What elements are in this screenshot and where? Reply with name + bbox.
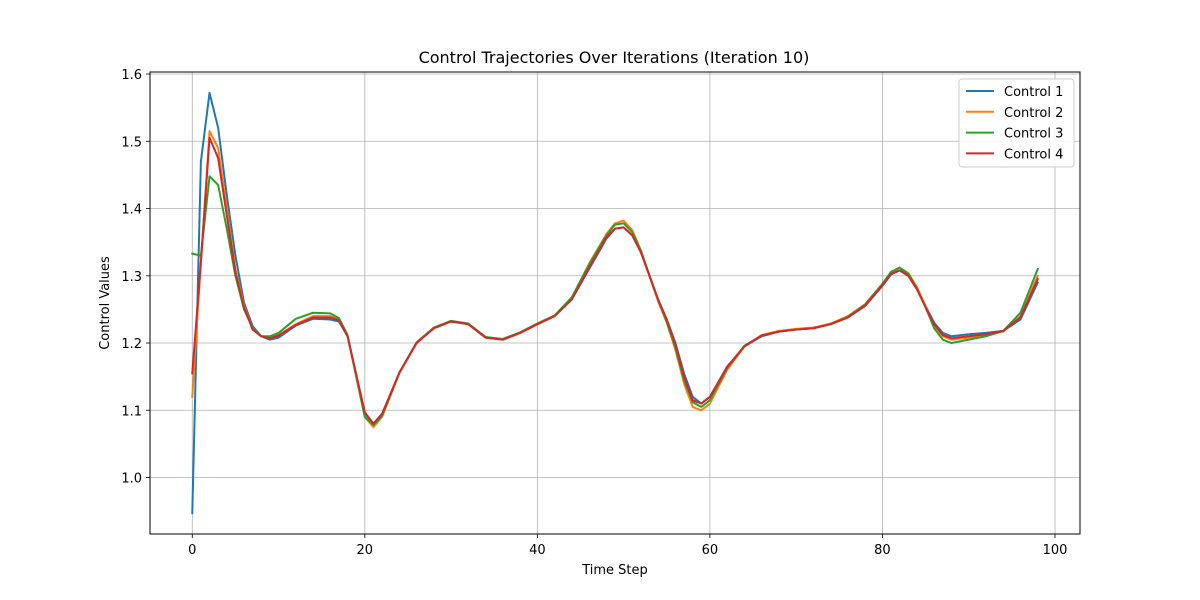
x-tick-label: 80 [874,543,891,558]
legend-label: Control 3 [1004,127,1063,142]
y-tick-label: 1.0 [121,472,142,487]
x-axis: 0 20 40 60 80 100 [188,534,1067,558]
y-axis-label: Control Values [98,256,113,350]
y-tick-label: 1.3 [121,270,142,285]
legend-box [958,78,1075,168]
series-layer [191,91,1040,515]
plot-frame [149,71,1081,535]
legend: Control 1 Control 2 Control 3 Control 4 [958,78,1075,168]
y-axis: 1.0 1.1 1.2 1.3 1.4 1.5 1.6 [121,68,150,487]
x-tick-label: 40 [529,543,546,558]
series-line-control-4 [191,136,1040,425]
grid [150,72,1080,534]
x-tick-label: 100 [1043,543,1068,558]
chart-title: Control Trajectories Over Iterations (It… [419,48,810,67]
x-tick-label: 60 [702,543,719,558]
series-line-control-3 [191,175,1040,427]
y-tick-label: 1.4 [121,203,142,218]
y-tick-label: 1.5 [121,135,142,150]
legend-label: Control 2 [1004,106,1063,121]
x-tick-label: 0 [188,543,196,558]
y-tick-label: 1.2 [121,337,142,352]
y-tick-label: 1.1 [121,404,142,419]
legend-label: Control 1 [1004,85,1063,100]
y-tick-label: 1.6 [121,68,142,83]
x-axis-label: Time Step [581,563,648,578]
x-tick-label: 20 [357,543,374,558]
legend-label: Control 4 [1004,147,1063,162]
